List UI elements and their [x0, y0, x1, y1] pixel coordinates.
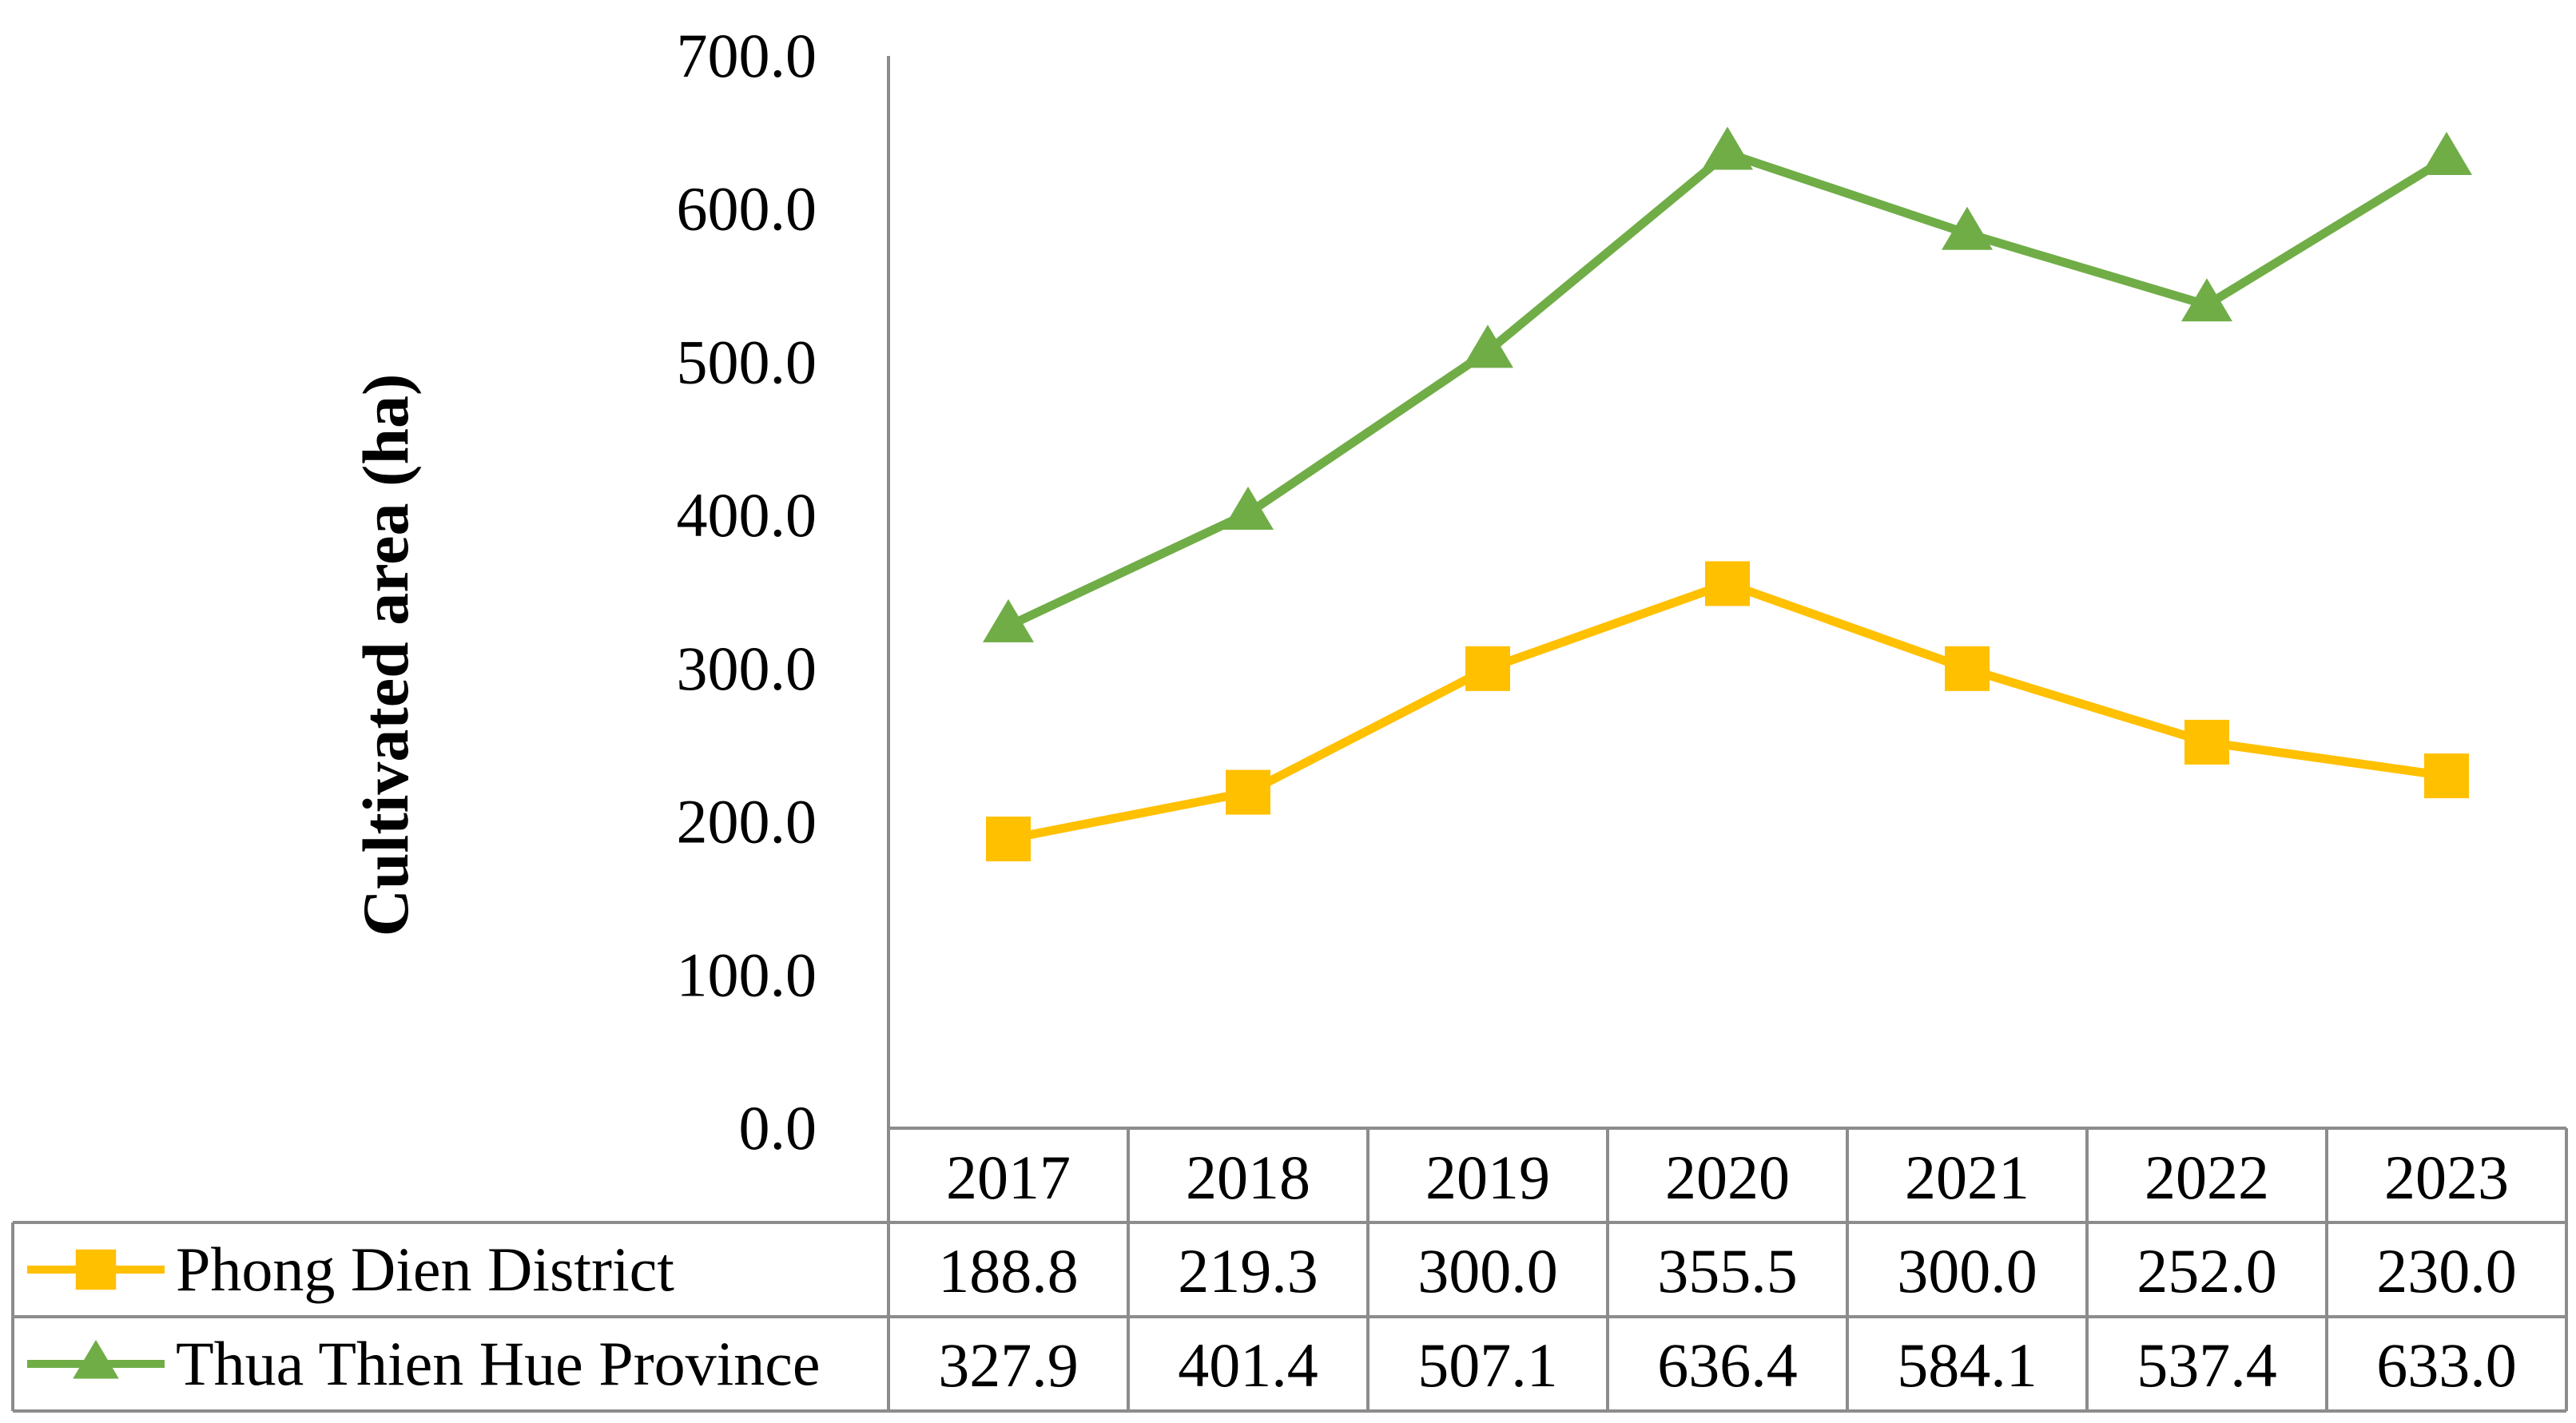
- table-cell-value: 401.4: [1178, 1330, 1318, 1400]
- series-line: [1006, 149, 2449, 630]
- legend-label: Thua Thien Hue Province: [176, 1329, 821, 1398]
- y-tick-label: 0.0: [739, 1093, 817, 1163]
- legend-key-marker: [75, 1249, 117, 1290]
- legend-label: Phong Dien District: [176, 1234, 674, 1304]
- table-cell-value: 636.4: [1657, 1330, 1798, 1400]
- table-cell-value: 230.0: [2376, 1236, 2517, 1306]
- series-line: [1007, 579, 2447, 844]
- y-tick-label: 200.0: [677, 787, 817, 857]
- data-point: [986, 817, 1031, 862]
- x-category-label: 2020: [1665, 1143, 1790, 1212]
- data-point: [1226, 769, 1270, 815]
- data-point: [2184, 719, 2229, 765]
- table-cell-value: 300.0: [1897, 1236, 2037, 1306]
- legend-key-marker: [73, 1339, 119, 1379]
- x-category-label: 2018: [1186, 1143, 1310, 1212]
- x-category-label: 2021: [1905, 1143, 2029, 1212]
- y-tick-label: 500.0: [677, 327, 817, 396]
- x-category-label: 2023: [2384, 1143, 2509, 1212]
- data-point: [2181, 278, 2232, 322]
- data-point: [1945, 646, 1990, 691]
- y-tick-label: 100.0: [677, 940, 817, 1009]
- y-tick-label: 400.0: [677, 480, 817, 550]
- data-point: [1705, 561, 1750, 606]
- y-tick-label: 700.0: [677, 21, 817, 90]
- table-cell-value: 584.1: [1897, 1330, 2037, 1400]
- y-axis-ticks: 0.0 100.0 200.0 300.0 400.0 500.0 600.0 700.0: [677, 21, 817, 1163]
- table-cell-value: 219.3: [1178, 1236, 1318, 1306]
- table-cell-value: 507.1: [1417, 1330, 1558, 1400]
- data-point: [1702, 126, 1753, 170]
- table-cell-value: 633.0: [2376, 1330, 2517, 1400]
- series-lines: [983, 126, 2472, 862]
- table-cell-value: 537.4: [2137, 1330, 2277, 1400]
- table-cell-value: 188.8: [938, 1236, 1079, 1306]
- x-category-label: 2022: [2145, 1143, 2269, 1212]
- table-cell-value: 355.5: [1657, 1236, 1798, 1306]
- x-category-label: 2019: [1425, 1143, 1550, 1212]
- data-table: 2017 2018 2019 2020 2021 2022 2023 Phong Dien D…: [11, 1127, 2568, 1413]
- x-category-label: 2017: [946, 1143, 1071, 1212]
- table-cell-value: 327.9: [938, 1330, 1079, 1400]
- table-cell-value: 300.0: [1417, 1236, 1558, 1306]
- data-point: [1222, 486, 1274, 530]
- data-point: [1462, 324, 1513, 368]
- data-point: [1942, 206, 1993, 250]
- data-point: [2421, 131, 2472, 175]
- table-cell-value: 252.0: [2137, 1236, 2277, 1306]
- data-point: [1465, 646, 1510, 691]
- y-tick-label: 600.0: [677, 174, 817, 244]
- y-tick-label: 300.0: [677, 634, 817, 703]
- data-point: [983, 598, 1034, 642]
- y-axis-label: Cultivated area (ha): [349, 374, 422, 937]
- data-point: [2424, 753, 2469, 799]
